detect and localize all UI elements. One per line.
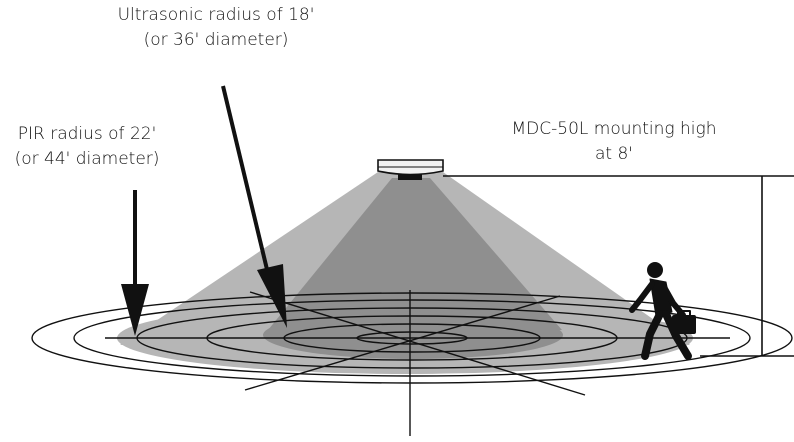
pir-radius-line1: PIR radius of 22' [2,122,172,147]
ultrasonic-radius-line2: (or 36' diameter) [116,28,316,53]
ultrasonic-radius-label: Ultrasonic radius of 18' (or 36' diamete… [116,3,316,53]
pir-radius-line2: (or 44' diameter) [2,147,172,172]
briefcase [672,315,696,334]
person-arm-back [632,284,652,310]
ultrasonic-radius-line1: Ultrasonic radius of 18' [116,3,316,28]
ultrasonic-arrow-shaft [223,86,270,282]
mounting-height-line1: MDC-50L mounting high [488,117,740,142]
mounting-height-line2: at 8' [488,142,740,167]
mounting-height-label: MDC-50L mounting high at 8' [488,117,740,167]
person-head [647,262,663,278]
sensor-lens [398,174,422,180]
pir-radius-label: PIR radius of 22' (or 44' diameter) [2,122,172,172]
